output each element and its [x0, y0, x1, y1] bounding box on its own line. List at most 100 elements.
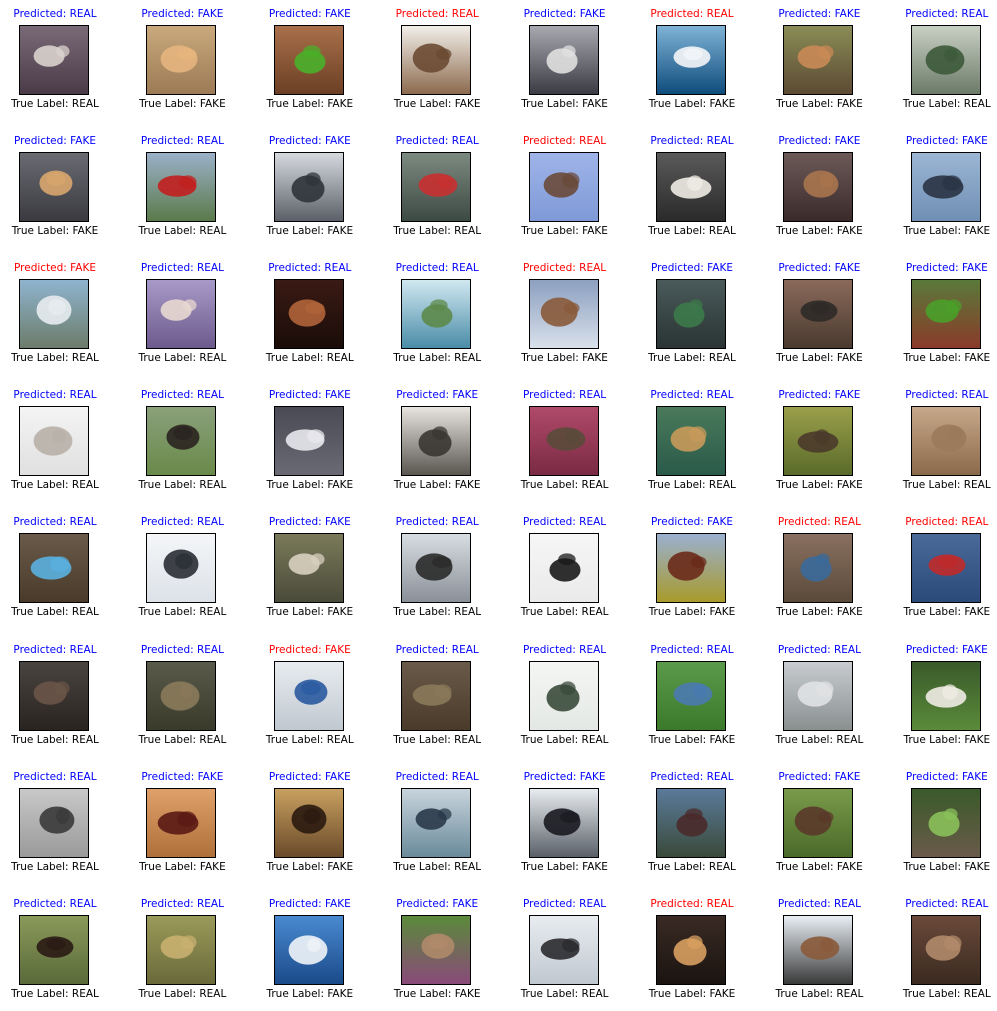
predicted-label: Predicted: FAKE — [141, 8, 224, 20]
image-subject-detail — [438, 808, 452, 820]
image-subject-detail — [436, 48, 452, 60]
true-label: True Label: REAL — [393, 352, 482, 365]
image-subject-detail — [559, 680, 576, 695]
grid-cell: Predicted: FAKE True Label: FAKE — [887, 262, 997, 372]
sample-image — [528, 787, 599, 858]
grid-cell: Predicted: REAL True Label: REAL — [122, 898, 242, 1008]
sample-image-graphic — [657, 280, 725, 349]
true-label: True Label: REAL — [393, 733, 482, 746]
sample-image-graphic — [20, 280, 88, 349]
sample-image — [19, 787, 89, 858]
image-subject-detail — [938, 556, 958, 569]
grid-cell: Predicted: REAL True Label: REAL — [377, 262, 497, 372]
predicted-label: Predicted: REAL — [523, 643, 607, 656]
grid-cell: Predicted: FAKE True Label: FAKE — [887, 771, 997, 881]
grid-cell: Predicted: FAKE True Label: FAKE — [759, 771, 879, 881]
image-subject-detail — [434, 683, 452, 698]
grid-cell: Predicted: FAKE True Label: FAKE — [250, 516, 370, 626]
image-subject — [800, 936, 840, 960]
grid-cell: Predicted: FAKE True Label: FAKE — [377, 389, 497, 499]
predicted-label: Predicted: REAL — [523, 262, 607, 275]
sample-image — [783, 787, 854, 858]
true-label: True Label: REAL — [520, 479, 609, 492]
sample-image — [656, 533, 726, 604]
true-label: True Label: FAKE — [266, 606, 354, 619]
sample-image-graphic — [657, 26, 725, 94]
grid-cell: Predicted: REAL True Label: REAL — [0, 8, 115, 118]
sample-image-graphic — [529, 280, 598, 349]
sample-image — [146, 533, 217, 604]
grid-cell: Predicted: REAL True Label: REAL — [0, 644, 115, 754]
sample-image — [910, 279, 981, 350]
grid-cell: Predicted: REAL True Label: REAL — [632, 771, 752, 881]
image-subject-detail — [810, 302, 831, 315]
grid-cell: Predicted: FAKE True Label: FAKE — [250, 771, 370, 881]
image-subject-detail — [183, 299, 197, 312]
sample-image-graphic — [911, 280, 980, 349]
predicted-label: Predicted: FAKE — [141, 770, 224, 783]
true-label: True Label: FAKE — [139, 860, 226, 873]
sample-image-graphic — [402, 788, 471, 857]
sample-image-graphic — [784, 661, 853, 730]
sample-image-graphic — [147, 280, 216, 349]
sample-image-graphic — [657, 788, 725, 857]
sample-image — [19, 25, 89, 95]
grid-cell: Predicted: FAKE True Label: FAKE — [632, 516, 752, 626]
sample-image-graphic — [529, 915, 598, 984]
predicted-label: Predicted: FAKE — [651, 262, 733, 275]
sample-image — [783, 406, 854, 477]
sample-image — [273, 279, 344, 350]
sample-image-graphic — [20, 788, 88, 857]
image-subject-detail — [563, 302, 580, 315]
sample-image — [273, 406, 344, 477]
sample-image — [19, 914, 89, 985]
grid-cell: Predicted: REAL True Label: REAL — [0, 516, 115, 626]
grid-cell: Predicted: FAKE True Label: FAKE — [759, 389, 879, 499]
sample-image-graphic — [274, 280, 343, 349]
sample-image — [401, 533, 472, 604]
true-label: True Label: REAL — [11, 860, 99, 873]
grid-cell: Predicted: REAL True Label: FAKE — [632, 8, 752, 118]
image-subject-detail — [818, 810, 834, 823]
grid-cell: Predicted: REAL True Label: REAL — [122, 516, 242, 626]
true-label: True Label: REAL — [393, 606, 482, 619]
predicted-label: Predicted: FAKE — [778, 262, 861, 275]
image-subject-detail — [820, 938, 834, 952]
true-label: True Label: REAL — [11, 606, 99, 619]
true-label: True Label: REAL — [648, 225, 736, 238]
sample-image-graphic — [20, 26, 88, 94]
grid-cell: Predicted: REAL True Label: FAKE — [632, 898, 752, 1008]
image-subject-detail — [565, 429, 580, 444]
image-subject — [288, 935, 328, 965]
sample-image-graphic — [402, 280, 471, 349]
sample-image-graphic — [147, 534, 216, 603]
image-subject-detail — [52, 429, 66, 444]
sample-image — [19, 406, 89, 477]
grid-cell: Predicted: REAL True Label: REAL — [122, 389, 242, 499]
true-label: True Label: REAL — [775, 733, 864, 746]
sample-image — [273, 152, 344, 223]
image-subject-detail — [177, 810, 197, 827]
true-label: True Label: FAKE — [393, 479, 481, 492]
sample-image-graphic — [274, 915, 343, 984]
grid-cell: Predicted: FAKE True Label: FAKE — [250, 389, 370, 499]
sample-image — [146, 152, 217, 223]
image-subject-detail — [302, 45, 321, 58]
image-subject-detail — [685, 808, 703, 820]
sample-image — [401, 406, 472, 477]
sample-image — [528, 25, 599, 95]
sample-image-graphic — [402, 534, 471, 603]
image-subject-detail — [559, 810, 580, 823]
grid-cell: Predicted: REAL True Label: REAL — [887, 8, 997, 118]
predicted-label: Predicted: FAKE — [14, 135, 96, 148]
grid-cell: Predicted: REAL True Label: REAL — [0, 898, 115, 1008]
image-subject-detail — [175, 553, 194, 570]
image-subject-detail — [816, 680, 834, 697]
predicted-label: Predicted: REAL — [905, 8, 989, 20]
predicted-label: Predicted: REAL — [140, 135, 224, 148]
true-label: True Label: FAKE — [139, 98, 226, 110]
sample-image-graphic — [402, 661, 471, 730]
sample-image — [19, 660, 89, 731]
sample-image-graphic — [911, 534, 980, 603]
sample-image — [783, 660, 854, 731]
